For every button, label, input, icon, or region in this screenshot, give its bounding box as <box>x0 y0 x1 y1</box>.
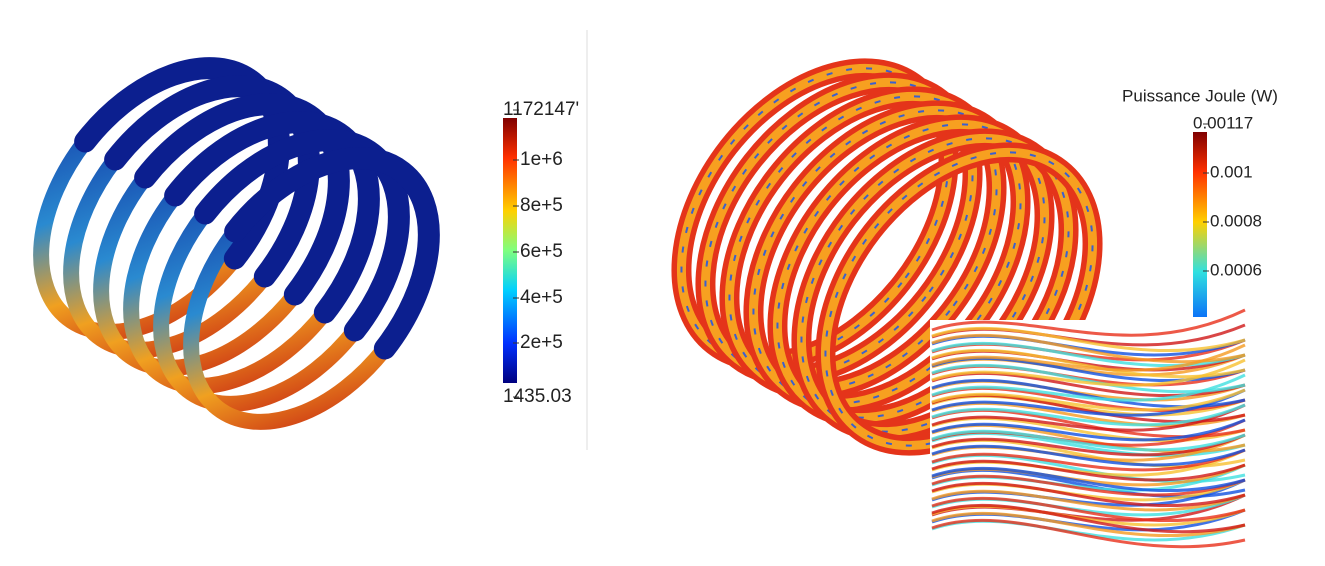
inset-strand <box>931 418 1246 442</box>
inset-strand <box>931 518 1246 549</box>
inset-strand <box>931 388 1246 412</box>
inset-strand <box>931 511 1246 538</box>
right-colorbar-group: 0.00117 0.001 0.0008 0.0006 <box>1193 113 1262 317</box>
inset-strand <box>931 326 1246 353</box>
colorbar-label: 1172147' <box>503 99 579 120</box>
inset-strand <box>931 403 1246 432</box>
inset-strand <box>931 388 1246 417</box>
left-colorbar-labels: 1172147' 1e+6 8e+5 6e+5 4e+5 2e+5 1435.03 <box>503 99 579 407</box>
colorbar-label: 6e+5 <box>520 241 563 262</box>
colorbar-label: 0.0006 <box>1210 260 1262 279</box>
inset-strand <box>931 448 1246 472</box>
inset-strand <box>931 429 1246 452</box>
inset-strand <box>931 496 1246 523</box>
inset-strand <box>931 459 1246 482</box>
left-colorbar <box>503 118 517 383</box>
colorbar-label: 0.00117 <box>1193 113 1253 132</box>
right-colorbar-title: Puissance Joule (W) <box>1122 86 1278 105</box>
left-coil-render <box>33 57 440 430</box>
inset-render <box>930 308 1248 549</box>
right-colorbar <box>1193 132 1207 317</box>
inset-strand <box>931 308 1246 337</box>
inset-strand <box>931 341 1246 368</box>
coil-turn-front <box>224 147 440 360</box>
inset-strand <box>931 481 1246 508</box>
inset-strand <box>931 489 1246 512</box>
colorbar-label: 1e+6 <box>520 149 563 170</box>
inset-strand <box>931 373 1246 402</box>
inset-strand <box>931 503 1246 534</box>
colorbar-label: 1435.03 <box>503 386 572 407</box>
inset-strand <box>931 358 1246 387</box>
inset-strand <box>931 433 1246 457</box>
inset-strand <box>931 474 1246 497</box>
inset-strand <box>931 466 1246 493</box>
inset-strand <box>931 343 1246 372</box>
colorbar-label: 8e+5 <box>520 195 563 216</box>
colorbar-label: 0.0008 <box>1210 211 1262 230</box>
inset-strand <box>931 444 1246 467</box>
inset-strand <box>931 403 1246 427</box>
colorbar-label: 0.001 <box>1210 162 1253 181</box>
colorbar-label: 2e+5 <box>520 332 563 353</box>
colorbar-label: 4e+5 <box>520 287 563 308</box>
right-colorbar-labels: 0.00117 0.001 0.0008 0.0006 <box>1193 113 1262 279</box>
